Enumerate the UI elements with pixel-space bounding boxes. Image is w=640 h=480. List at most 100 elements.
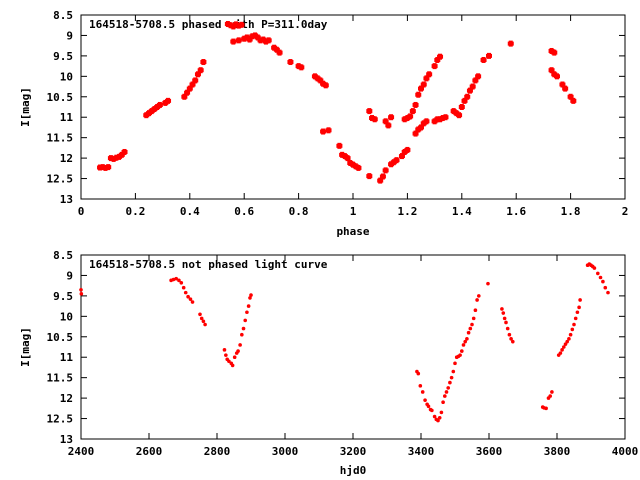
unphased-y-tick-label: 8.5	[53, 249, 73, 262]
phased-y-tick-label: 9.5	[53, 50, 73, 63]
unphased-data-point	[466, 330, 471, 335]
unphased-data-point	[436, 418, 440, 423]
phased-x-tick-label: 0	[78, 205, 85, 218]
unphased-data-point	[449, 375, 454, 380]
unphased-data-point	[504, 320, 508, 325]
phased-data-point	[238, 21, 245, 28]
phased-data-point	[298, 64, 305, 71]
unphased-x-axis-label: hjd0	[340, 464, 367, 477]
phased-data-point	[458, 104, 465, 110]
phased-data-point	[382, 118, 389, 125]
unphased-data-point	[486, 281, 490, 286]
unphased-data-point	[249, 293, 253, 297]
phased-data-point	[409, 108, 416, 115]
phased-y-tick-label: 9	[66, 29, 73, 42]
phased-data-point	[385, 122, 392, 129]
unphased-x-tick-label: 3600	[476, 445, 503, 458]
unphased-y-tick-label: 10	[60, 310, 73, 323]
phased-data-point	[431, 118, 438, 125]
phased-data-point	[254, 34, 261, 41]
unphased-y-axis-label: I[mag]	[19, 327, 32, 367]
phased-data-point	[165, 97, 172, 104]
phased-data-point	[252, 32, 259, 39]
phased-data-point	[426, 71, 433, 78]
phased-data-point	[151, 106, 158, 113]
unphased-data-point	[596, 271, 600, 276]
phased-data-point	[548, 67, 555, 74]
unphased-data-point	[227, 359, 231, 364]
unphased-data-point	[567, 337, 571, 341]
phased-x-tick-label: 0.4	[180, 205, 200, 218]
phased-data-point	[420, 120, 427, 127]
phased-data-point	[559, 81, 566, 88]
unphased-data-point	[186, 294, 190, 299]
phased-data-point	[243, 34, 250, 41]
phased-data-point	[235, 37, 242, 44]
phased-data-point	[200, 59, 207, 66]
phased-x-tick-label: 1	[350, 205, 357, 218]
unphased-x-tick-label: 3800	[544, 445, 571, 458]
phased-y-tick-label: 11.5	[47, 132, 74, 145]
phased-x-axis-label: phase	[336, 225, 369, 238]
unphased-y-tick-label: 9.5	[53, 290, 73, 303]
unphased-data-point	[174, 276, 178, 281]
unphased-data-point	[470, 322, 474, 327]
unphased-data-point	[501, 311, 506, 315]
unphased-data-point	[451, 369, 456, 374]
unphased-data-point	[423, 398, 427, 402]
unphased-y-tick-label: 13	[60, 433, 73, 446]
phased-data-point	[162, 99, 169, 106]
phased-y-tick-label: 12.5	[47, 173, 74, 186]
phased-data-point	[336, 142, 343, 149]
unphased-y-tick-label: 10.5	[47, 331, 74, 344]
phased-y-axis-label: I[mag]	[19, 87, 32, 127]
unphased-y-tick-label: 11.5	[47, 372, 74, 385]
unphased-plot-title: 164518-5708.5 not phased light curve	[89, 258, 328, 271]
unphased-y-tick-label: 11	[60, 351, 74, 364]
phased-data-point	[412, 101, 419, 108]
phased-data-point	[246, 36, 253, 43]
phased-data-point	[551, 71, 558, 78]
unphased-data-point	[181, 285, 186, 290]
unphased-data-point	[183, 290, 188, 295]
unphased-data-point	[248, 296, 252, 300]
phased-y-tick-label: 10.5	[47, 91, 74, 104]
phased-data-point	[418, 85, 424, 92]
unphased-data-point	[426, 404, 431, 409]
phased-y-tick-label: 11	[60, 111, 74, 124]
phased-x-tick-label: 0.2	[125, 205, 145, 218]
phased-data-point	[230, 38, 237, 45]
unphased-data-point	[188, 297, 193, 301]
unphased-data-point	[603, 285, 608, 290]
unphased-data-point	[203, 322, 207, 327]
unphased-x-tick-label: 3200	[340, 445, 367, 458]
unphased-data-point	[477, 294, 481, 298]
unphased-data-point	[505, 326, 510, 331]
unphased-data-point	[560, 348, 564, 352]
phased-plot-title: 164518-5708.5 phased with P=311.0day	[89, 18, 328, 31]
unphased-data-point	[473, 308, 478, 313]
unphased-data-point	[460, 349, 464, 353]
phased-data-point	[390, 159, 397, 166]
phased-data-point	[551, 49, 558, 56]
phased-data-point	[420, 81, 427, 88]
phased-x-tick-label: 1.2	[397, 205, 417, 218]
phased-y-tick-label: 10	[60, 70, 73, 83]
phased-data-point	[461, 97, 468, 104]
phased-data-point	[456, 112, 463, 119]
phased-data-point	[398, 153, 405, 160]
phased-data-point	[415, 91, 422, 98]
phased-data-point	[192, 77, 199, 84]
unphased-data-point	[577, 305, 581, 310]
phased-data-point	[146, 110, 152, 117]
phased-data-point	[260, 36, 267, 43]
unphased-data-point	[245, 310, 249, 315]
unphased-data-point	[420, 390, 425, 394]
phased-data-point	[371, 116, 378, 123]
unphased-data-point	[601, 279, 605, 284]
phased-data-points	[97, 20, 577, 184]
unphased-data-point	[79, 287, 83, 292]
phased-y-tick-label: 13	[60, 193, 73, 206]
phased-data-point	[404, 146, 411, 153]
phased-data-point	[486, 52, 492, 59]
